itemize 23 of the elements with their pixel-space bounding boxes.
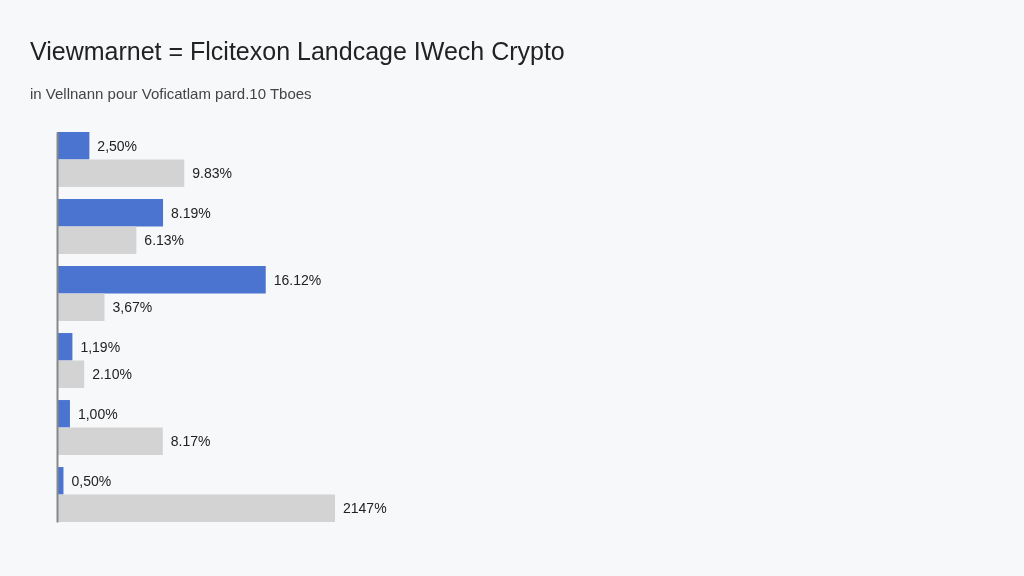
data-label: 1,19% (80, 338, 121, 355)
data-label: 0,50% (71, 472, 112, 489)
bar (57, 427, 163, 455)
chart-subtitle: in Vellnann pour Voficatlam pard.10 Tboes (30, 85, 312, 102)
bar (57, 494, 335, 522)
bar (57, 293, 105, 321)
data-label: 2147% (343, 500, 387, 517)
bar (57, 266, 266, 294)
bar (57, 199, 164, 227)
bar (57, 159, 185, 187)
chart-title: Viewmarnet = Flcitexon Landcage IWech Crypto (30, 37, 565, 65)
data-label: 9.83% (192, 165, 232, 182)
data-label: 3,67% (112, 299, 153, 316)
data-label: 1,00% (77, 405, 118, 422)
data-label: 8.17% (170, 433, 211, 450)
bar (57, 226, 137, 254)
data-label: 2.10% (92, 366, 132, 383)
bar (57, 132, 90, 160)
data-label: 16.12% (273, 271, 322, 288)
data-label: 6.13% (144, 232, 185, 249)
data-label: 2,50% (97, 137, 138, 154)
bar (57, 360, 85, 388)
data-label: 8.19% (171, 204, 211, 221)
